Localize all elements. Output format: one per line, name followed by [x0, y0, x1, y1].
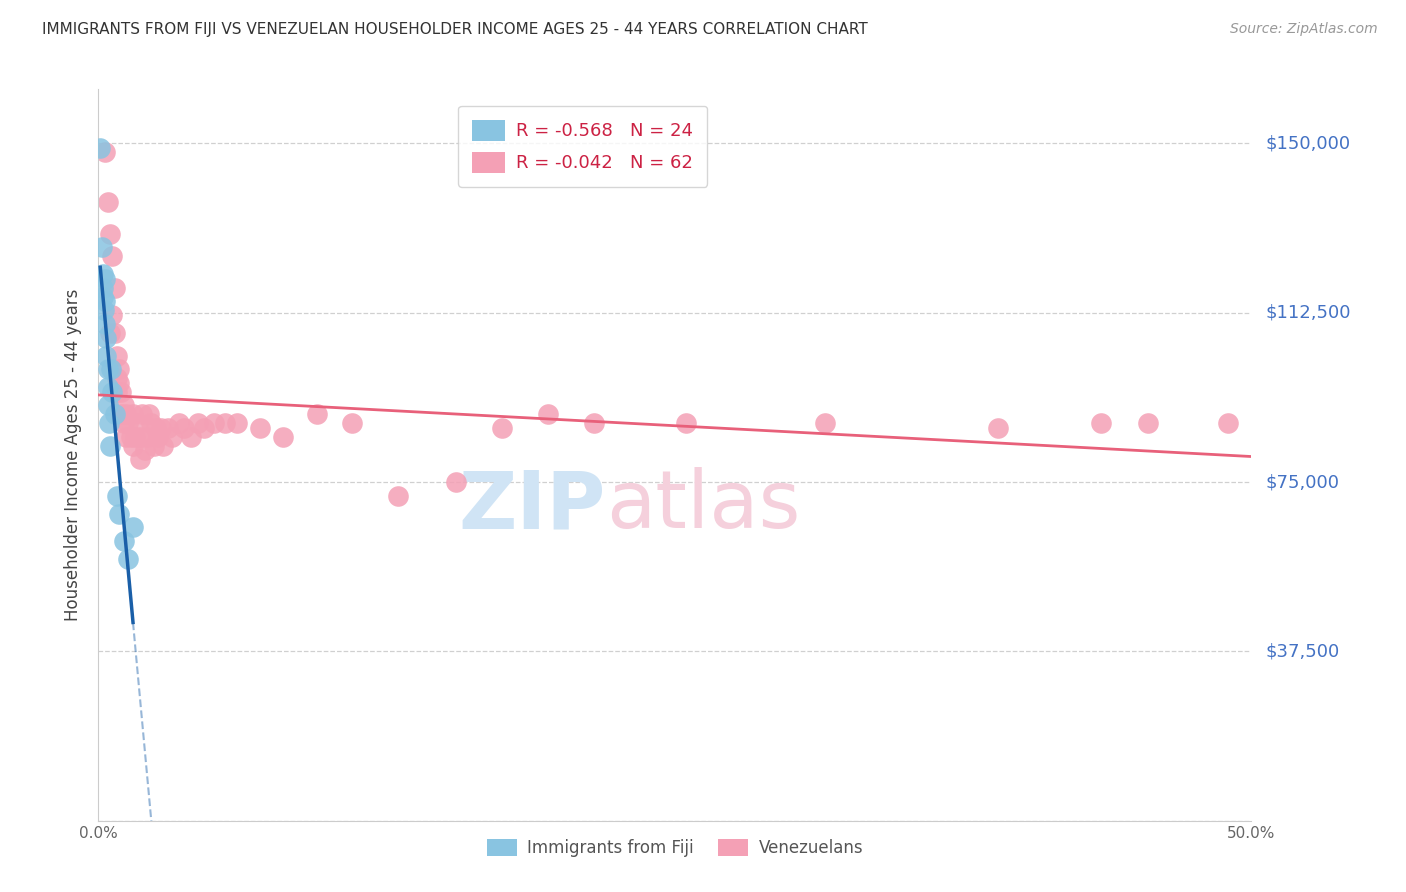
Point: [152, 439, 174, 453]
Point: [94, 330, 117, 344]
Point: [122, 520, 145, 534]
Point: [225, 417, 247, 431]
Point: [110, 407, 132, 421]
Point: [94, 294, 117, 309]
Point: [97, 398, 120, 412]
Point: [124, 430, 146, 444]
Point: [193, 421, 215, 435]
Point: [94, 145, 117, 160]
Point: [537, 407, 560, 421]
Point: [112, 417, 135, 431]
Point: [187, 417, 209, 431]
Point: [101, 249, 124, 263]
Point: [1218, 417, 1240, 431]
Point: [100, 362, 122, 376]
Point: [115, 407, 138, 421]
Point: [108, 376, 131, 390]
Point: [173, 421, 195, 435]
Point: [138, 407, 160, 421]
Point: [142, 439, 165, 453]
Point: [1090, 417, 1112, 431]
Point: [94, 317, 117, 331]
Point: [98, 227, 121, 241]
Point: [103, 326, 125, 340]
Point: [134, 443, 156, 458]
Point: [249, 421, 271, 435]
Point: [122, 407, 145, 421]
Point: [115, 430, 138, 444]
Text: $150,000: $150,000: [1265, 135, 1350, 153]
Point: [103, 407, 125, 421]
Point: [97, 417, 120, 431]
Point: [127, 417, 149, 431]
Point: [96, 349, 118, 363]
Point: [89, 141, 111, 155]
Point: [340, 417, 363, 431]
Legend: Immigrants from Fiji, Venezuelans: Immigrants from Fiji, Venezuelans: [479, 832, 870, 863]
Text: IMMIGRANTS FROM FIJI VS VENEZUELAN HOUSEHOLDER INCOME AGES 25 - 44 YEARS CORRELA: IMMIGRANTS FROM FIJI VS VENEZUELAN HOUSE…: [42, 22, 868, 37]
Point: [105, 384, 128, 399]
Point: [180, 430, 202, 444]
Point: [120, 430, 142, 444]
Point: [271, 430, 294, 444]
Point: [675, 417, 697, 431]
Point: [94, 272, 117, 286]
Point: [97, 362, 120, 376]
Y-axis label: Householder Income Ages 25 - 44 years: Householder Income Ages 25 - 44 years: [65, 289, 83, 621]
Point: [156, 421, 179, 435]
Point: [98, 326, 121, 340]
Point: [93, 303, 115, 318]
Text: $37,500: $37,500: [1265, 642, 1340, 660]
Point: [814, 417, 837, 431]
Point: [101, 308, 124, 322]
Point: [101, 384, 124, 399]
Point: [131, 407, 153, 421]
Point: [93, 290, 115, 304]
Point: [103, 281, 125, 295]
Point: [105, 489, 128, 503]
Point: [117, 417, 139, 431]
Point: [167, 417, 190, 431]
Point: [91, 281, 114, 295]
Point: [108, 507, 131, 521]
Text: ZIP: ZIP: [458, 467, 606, 545]
Point: [214, 417, 236, 431]
Point: [108, 362, 131, 376]
Point: [149, 421, 172, 435]
Point: [105, 349, 128, 363]
Point: [112, 398, 135, 412]
Point: [110, 384, 132, 399]
Point: [90, 240, 112, 254]
Text: $75,000: $75,000: [1265, 473, 1340, 491]
Point: [97, 195, 120, 210]
Point: [387, 489, 409, 503]
Text: atlas: atlas: [606, 467, 800, 545]
Point: [148, 430, 170, 444]
Point: [1136, 417, 1159, 431]
Point: [97, 380, 120, 394]
Text: $112,500: $112,500: [1265, 303, 1351, 322]
Point: [122, 439, 145, 453]
Point: [145, 421, 167, 435]
Point: [117, 551, 139, 566]
Point: [98, 439, 121, 453]
Point: [444, 475, 467, 489]
Point: [129, 430, 152, 444]
Point: [91, 268, 114, 282]
Point: [105, 371, 128, 385]
Point: [307, 407, 329, 421]
Point: [583, 417, 606, 431]
Point: [129, 452, 152, 467]
Point: [112, 533, 135, 548]
Point: [202, 417, 225, 431]
Text: Source: ZipAtlas.com: Source: ZipAtlas.com: [1230, 22, 1378, 37]
Point: [135, 430, 157, 444]
Point: [491, 421, 513, 435]
Point: [141, 417, 163, 431]
Point: [987, 421, 1010, 435]
Point: [160, 430, 183, 444]
